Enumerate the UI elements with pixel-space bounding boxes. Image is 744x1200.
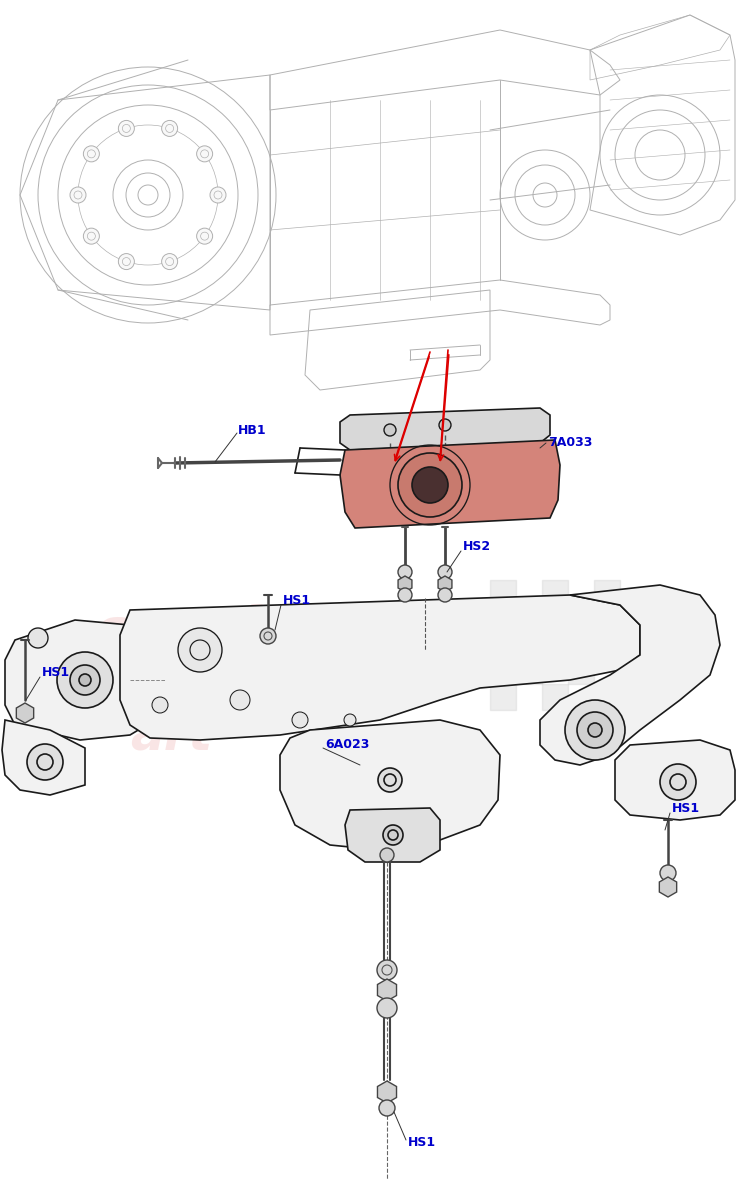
Bar [490,684,516,710]
Circle shape [57,652,113,708]
Circle shape [178,628,222,672]
Circle shape [380,848,394,862]
Circle shape [260,628,276,644]
Text: HS1: HS1 [283,594,311,607]
Text: 7A033: 7A033 [548,436,592,449]
Bar [594,632,620,658]
Circle shape [588,722,602,737]
Text: HS1: HS1 [672,802,700,815]
Circle shape [344,714,356,726]
Circle shape [152,697,168,713]
Text: HS1: HS1 [408,1135,436,1148]
Circle shape [660,764,696,800]
Circle shape [378,768,402,792]
Circle shape [398,565,412,578]
Circle shape [79,674,91,686]
Circle shape [398,452,462,517]
Circle shape [196,228,213,244]
Circle shape [383,826,403,845]
Circle shape [379,1100,395,1116]
Text: HS1: HS1 [42,666,70,678]
Circle shape [439,419,451,431]
Bar [568,658,594,684]
Polygon shape [16,703,33,722]
Circle shape [70,665,100,695]
Text: 6A023: 6A023 [325,738,369,751]
Text: art: art [130,710,212,758]
Polygon shape [5,620,165,740]
Circle shape [161,253,178,270]
Circle shape [398,588,412,602]
Circle shape [83,228,100,244]
Bar [490,580,516,606]
Bar [542,632,568,658]
Circle shape [28,628,48,648]
Circle shape [118,120,135,137]
Bar [542,684,568,710]
Circle shape [161,120,178,137]
Circle shape [577,712,613,748]
Circle shape [196,146,213,162]
Polygon shape [340,408,550,450]
Polygon shape [438,576,452,592]
Circle shape [384,424,396,436]
Bar [568,606,594,632]
Circle shape [70,187,86,203]
Polygon shape [540,584,720,766]
Polygon shape [2,720,85,794]
Circle shape [377,998,397,1018]
Bar [516,606,542,632]
Circle shape [83,146,100,162]
Polygon shape [377,979,397,1001]
Text: scuderi: scuderi [95,604,359,666]
Bar [542,580,568,606]
Circle shape [412,467,448,503]
Circle shape [565,700,625,760]
Circle shape [118,253,135,270]
Polygon shape [120,595,640,740]
Circle shape [27,744,63,780]
Text: car: car [130,666,218,714]
Polygon shape [345,808,440,862]
Bar [490,632,516,658]
Text: HB1: HB1 [238,424,266,437]
Polygon shape [659,877,676,898]
Bar [594,684,620,710]
Polygon shape [615,740,735,820]
Polygon shape [340,440,560,528]
Circle shape [660,865,676,881]
Polygon shape [280,720,500,850]
Polygon shape [398,576,412,592]
Circle shape [210,187,226,203]
Circle shape [230,690,250,710]
Circle shape [292,712,308,728]
Bar [516,658,542,684]
Text: HS2: HS2 [463,540,491,553]
Circle shape [438,588,452,602]
Polygon shape [377,1081,397,1103]
Circle shape [438,565,452,578]
Bar [594,580,620,606]
Circle shape [377,960,397,980]
